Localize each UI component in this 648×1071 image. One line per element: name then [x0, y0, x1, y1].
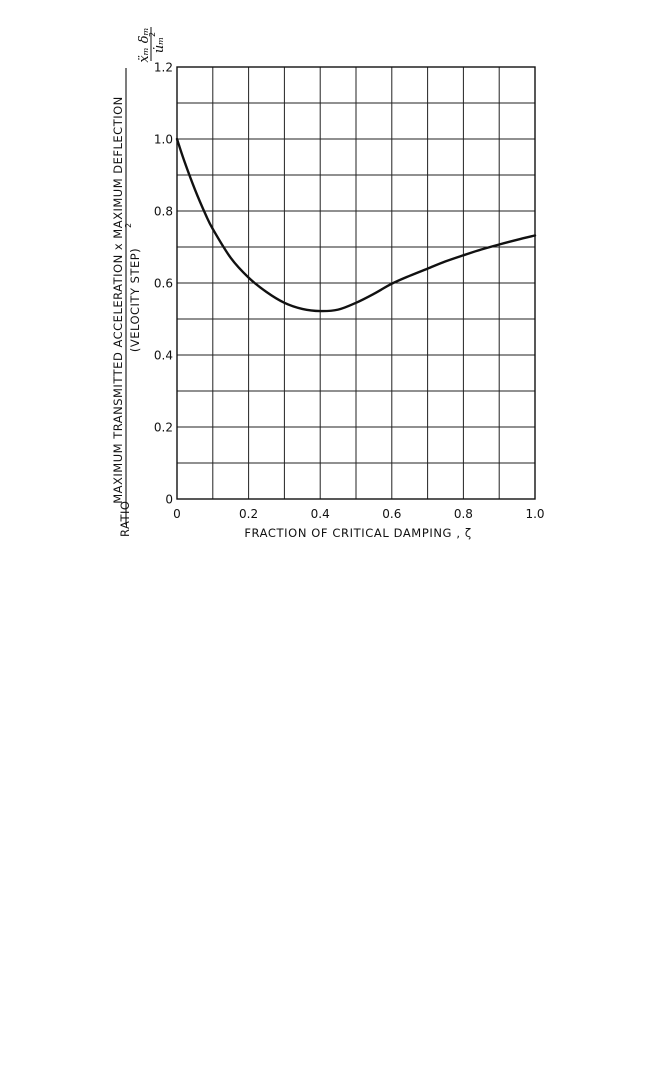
- x-axis-title: FRACTION OF CRITICAL DAMPING , ζ: [244, 526, 471, 540]
- y-axis-title-numerator: MAXIMUM TRANSMITTED ACCELERATION x MAXIM…: [111, 96, 125, 504]
- x-tick-label: 0.4: [311, 507, 330, 521]
- x-tick-label: 1.0: [525, 507, 544, 521]
- y-tick-label: 0.4: [154, 349, 173, 363]
- y-tick-label: 0.2: [154, 421, 173, 435]
- x-tick-label: 0.2: [239, 507, 258, 521]
- x-tick-label: 0.6: [382, 507, 401, 521]
- y-axis-formula-numerator: ẍₘ δₘ: [137, 27, 152, 62]
- x-tick-labels: 0 0.2 0.4 0.6 0.8 1.0: [173, 507, 544, 521]
- y-tick-label: 1.2: [154, 61, 173, 75]
- y-tick-label: 0.6: [154, 277, 173, 291]
- y-tick-label: 0: [165, 493, 173, 507]
- y-tick-label: 1.0: [154, 133, 173, 147]
- plot-frame: [176, 66, 536, 500]
- y-tick-labels: 0 0.2 0.4 0.6 0.8 1.0 1.2: [154, 61, 173, 507]
- y-axis-title: RATIO MAXIMUM TRANSMITTED ACCELERATION x…: [111, 27, 167, 537]
- y-tick-label: 0.8: [154, 205, 173, 219]
- grid: [177, 67, 535, 499]
- y-axis-formula-denominator: u̇ₘ: [152, 37, 167, 53]
- y-axis-formula-denominator-exponent: 2: [148, 32, 157, 37]
- y-axis-title-denominator: (VELOCITY STEP): [128, 248, 142, 352]
- y-axis-title-denominator-exponent: 2: [124, 223, 133, 228]
- x-tick-label: 0: [173, 507, 181, 521]
- x-tick-label: 0.8: [454, 507, 473, 521]
- series-line: [175, 137, 537, 313]
- y-axis-title-prefix: RATIO: [118, 501, 132, 537]
